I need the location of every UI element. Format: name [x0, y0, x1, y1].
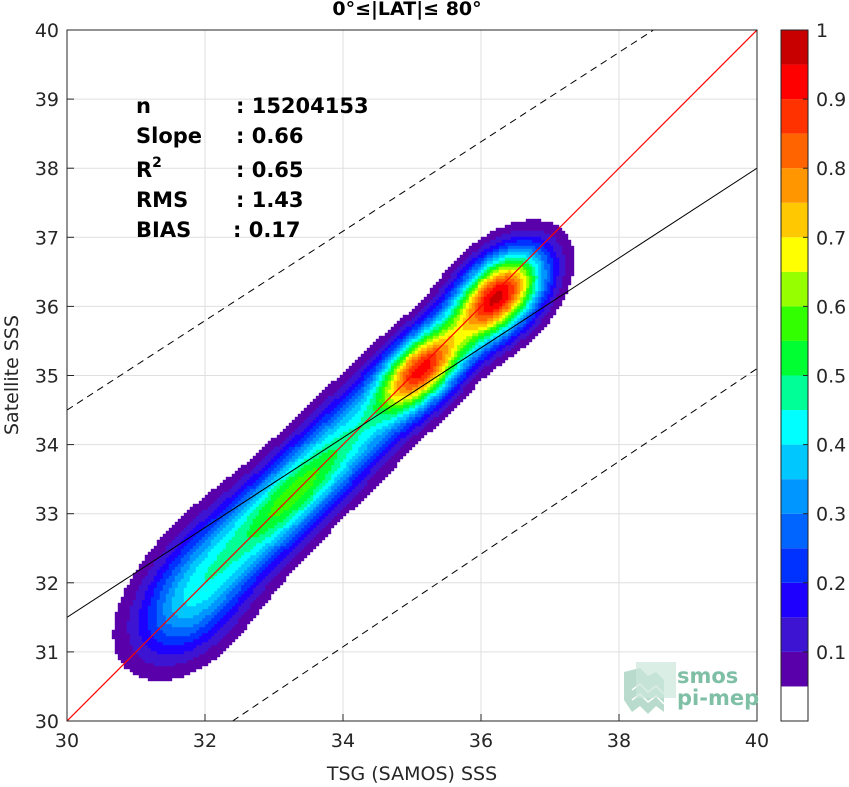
colorbar-segment [781, 168, 808, 203]
y-axis-label: Satellite SSS [1, 315, 23, 435]
colorbar-segment [781, 237, 808, 272]
colorbar-tick-label: 1 [816, 20, 828, 42]
stat-value: : 1.43 [236, 188, 304, 212]
colorbar-segment [781, 271, 808, 307]
x-tick-label: 32 [193, 730, 217, 752]
colorbar-tick-label: 0.5 [816, 366, 846, 388]
one-to-one-line [67, 30, 757, 721]
reference-lines [67, 30, 757, 721]
colorbar-segment [781, 133, 808, 169]
lower-dashed-line [232, 368, 757, 721]
colorbar-segment [781, 686, 808, 721]
x-tick-label: 38 [607, 730, 631, 752]
logo-mark [624, 662, 676, 714]
colorbar-tick-label: 0.7 [816, 227, 846, 249]
stat-key: RMS [136, 188, 188, 212]
axis-ticks: 30 32 34 36 38 40 30 31 32 33 34 35 36 37 38 39 40 [35, 20, 769, 752]
colorbar-segment [781, 306, 808, 341]
x-tick-label: 40 [745, 730, 769, 752]
colorbar-segment [781, 64, 808, 100]
colorbar-segment [781, 99, 808, 134]
colorbar-segment [781, 202, 808, 238]
colorbar-segment [781, 582, 808, 618]
y-tick-label: 35 [35, 366, 59, 388]
y-tick-label: 40 [35, 20, 59, 42]
stat-key: n [136, 94, 151, 118]
y-tick-label: 31 [35, 642, 59, 664]
colorbar-segment [781, 548, 808, 583]
upper-dashed-line [67, 30, 654, 411]
x-tick-label: 30 [55, 730, 79, 752]
colorbar-segment [781, 513, 808, 549]
x-axis-label: TSG (SAMOS) SSS [326, 763, 497, 785]
stat-key-superscript: 2 [152, 155, 162, 171]
colorbar-segment [781, 479, 808, 514]
y-tick-label: 39 [35, 89, 59, 111]
colorbar-tick-label: 0.1 [816, 642, 846, 664]
y-tick-label: 30 [35, 711, 59, 733]
colorbar-segment [781, 617, 808, 652]
chart-title: 0°≤|LAT|≤ 80° [332, 0, 481, 20]
y-tick-label: 32 [35, 573, 59, 595]
colorbar-segment [781, 444, 808, 480]
colorbar-tick-label: 0.3 [816, 504, 846, 526]
colorbar-segment [781, 375, 808, 411]
colorbar-tick-label: 0.6 [816, 296, 846, 318]
colorbar-segment [781, 340, 808, 376]
y-tick-label: 34 [35, 435, 59, 457]
stat-key: BIAS [136, 218, 191, 242]
smos-pi-mep-logo: smos pi-mep [624, 662, 759, 714]
y-tick-label: 38 [35, 158, 59, 180]
colorbar-tick-label: 0.4 [816, 435, 846, 457]
stat-value: : 0.17 [233, 218, 301, 242]
logo-text-smos: smos [677, 664, 738, 688]
colorbar: 0.1 0.2 0.3 0.4 0.5 0.6 0.7 0.8 0.9 1 [780, 20, 846, 722]
stat-key: Slope [136, 124, 202, 148]
x-tick-label: 36 [469, 730, 493, 752]
colorbar-segment [781, 651, 808, 687]
y-tick-label: 36 [35, 296, 59, 318]
regression-line [67, 167, 757, 618]
colorbar-segment [781, 410, 808, 445]
x-tick-label: 34 [331, 730, 355, 752]
colorbar-tick-label: 0.9 [816, 89, 846, 111]
y-tick-label: 33 [35, 504, 59, 526]
stat-value: : 0.65 [236, 158, 304, 182]
colorbar-tick-label: 0.8 [816, 158, 846, 180]
stat-value: : 0.66 [236, 124, 304, 148]
logo-text-pimep: pi-mep [677, 686, 759, 710]
colorbar-tick-label: 0.2 [816, 573, 846, 595]
y-tick-label: 37 [35, 227, 59, 249]
stat-value: : 15204153 [236, 94, 369, 118]
colorbar-segment [781, 30, 808, 65]
